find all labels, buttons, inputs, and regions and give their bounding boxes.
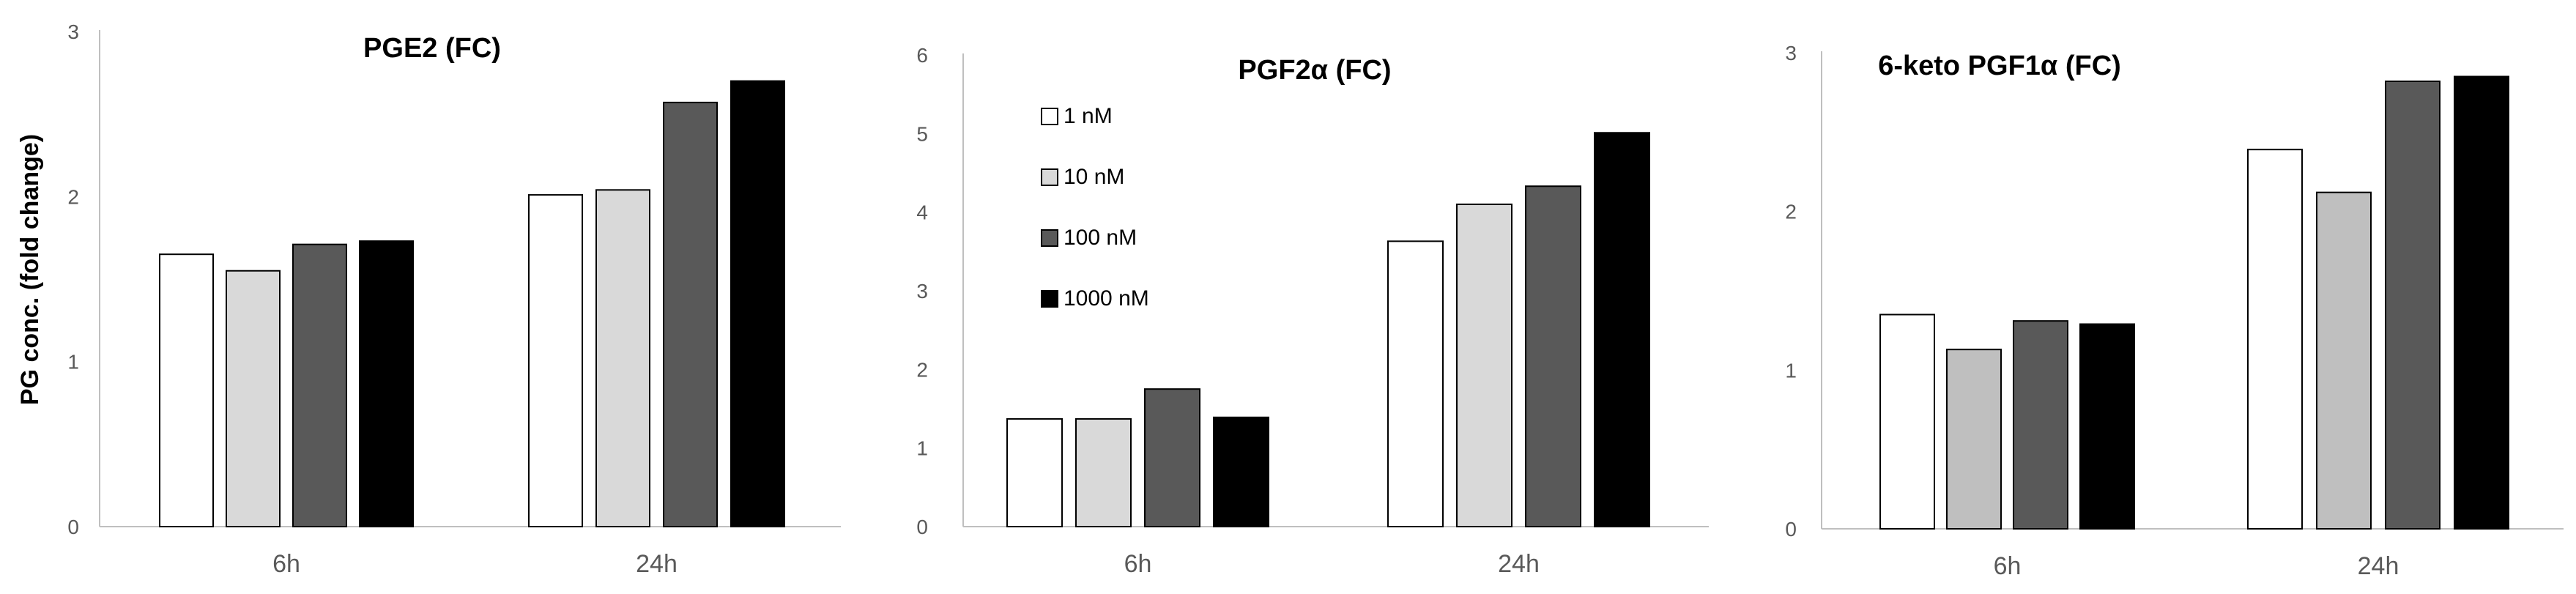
y-tick-label: 3 xyxy=(67,21,79,43)
y-tick-label: 1 xyxy=(67,351,79,374)
legend-swatch xyxy=(1041,229,1058,247)
legend-label: 100 nM xyxy=(1064,226,1137,250)
chart-6-keto-pgf1a: 0 1 2 3 6-keto PGF1α (FC) 6h 24h xyxy=(1785,42,2564,580)
bar-1000nM-24h xyxy=(730,80,785,528)
chart-title-6-keto-pgf1a: 6-keto PGF1α (FC) xyxy=(1878,51,2121,81)
y-tick-label: 5 xyxy=(916,122,928,145)
bar-10nM-24h xyxy=(595,189,650,527)
chart-title-pge2: PGE2 (FC) xyxy=(363,33,501,64)
legend-label: 10 nM xyxy=(1064,165,1124,189)
bar-100nM-24h xyxy=(1525,185,1581,527)
bar-100nM-6h xyxy=(2013,320,2068,530)
y-axis-label: PG conc. (fold change) xyxy=(16,134,44,405)
bar-1000nM-6h xyxy=(359,240,414,527)
y-tick-label: 6 xyxy=(916,44,928,67)
bar-10nM-6h xyxy=(1946,349,2002,530)
legend-label: 1 nM xyxy=(1064,104,1113,128)
legend-swatch xyxy=(1041,108,1058,125)
y-tick-label: 0 xyxy=(1785,518,1797,541)
x-category-label: 6h xyxy=(1124,550,1152,578)
bar-10nM-6h xyxy=(1075,417,1132,527)
bar-1nM-6h xyxy=(159,253,214,527)
legend-swatch xyxy=(1041,290,1058,308)
bar-1nM-24h xyxy=(2247,149,2303,530)
bar-100nM-6h xyxy=(292,243,347,527)
legend-label: 1000 nM xyxy=(1064,286,1149,311)
x-category-label: 24h xyxy=(636,550,678,578)
y-tick-label: 2 xyxy=(916,358,928,381)
bar-10nM-24h xyxy=(1456,203,1512,527)
bar-10nM-6h xyxy=(226,270,281,527)
bar-1000nM-6h xyxy=(1213,416,1269,527)
y-tick-label: 2 xyxy=(67,185,79,208)
chart-pgf2a: 0 1 2 3 4 5 6 PGF2α (FC) 6h 24h xyxy=(916,44,1709,578)
x-category-label: 24h xyxy=(1498,550,1540,578)
bar-1nM-6h xyxy=(1006,417,1063,527)
y-tick-label: 2 xyxy=(1785,201,1797,223)
y-tick-label: 1 xyxy=(1785,359,1797,382)
bar-100nM-6h xyxy=(1144,388,1200,528)
y-tick-label: 1 xyxy=(916,437,928,460)
x-category-label: 6h xyxy=(272,550,300,578)
y-tick-label: 0 xyxy=(916,516,928,538)
x-category-label: 6h xyxy=(1994,552,2022,580)
bar-1nM-24h xyxy=(528,194,583,527)
bar-100nM-24h xyxy=(663,101,718,528)
bar-1000nM-24h xyxy=(2454,75,2509,530)
chart-pge2: 0 1 2 3 PGE2 (FC) 6h 24h xyxy=(67,21,841,578)
bar-1nM-24h xyxy=(1387,240,1444,527)
y-tick-label: 4 xyxy=(916,201,928,224)
bar-100nM-24h xyxy=(2385,81,2440,530)
bar-1000nM-24h xyxy=(1594,132,1650,527)
bar-1nM-6h xyxy=(1879,313,1935,530)
bar-1000nM-6h xyxy=(2079,323,2135,530)
x-category-label: 24h xyxy=(2358,552,2399,580)
legend: 1 nM 10 nM 100 nM 1000 nM xyxy=(1041,104,1149,311)
y-tick-label: 0 xyxy=(67,516,79,538)
y-tick-label: 3 xyxy=(916,280,928,302)
legend-swatch xyxy=(1041,168,1058,186)
bar-10nM-24h xyxy=(2316,191,2372,530)
chart-title-pgf2a: PGF2α (FC) xyxy=(1238,55,1391,86)
y-tick-label: 3 xyxy=(1785,42,1797,64)
